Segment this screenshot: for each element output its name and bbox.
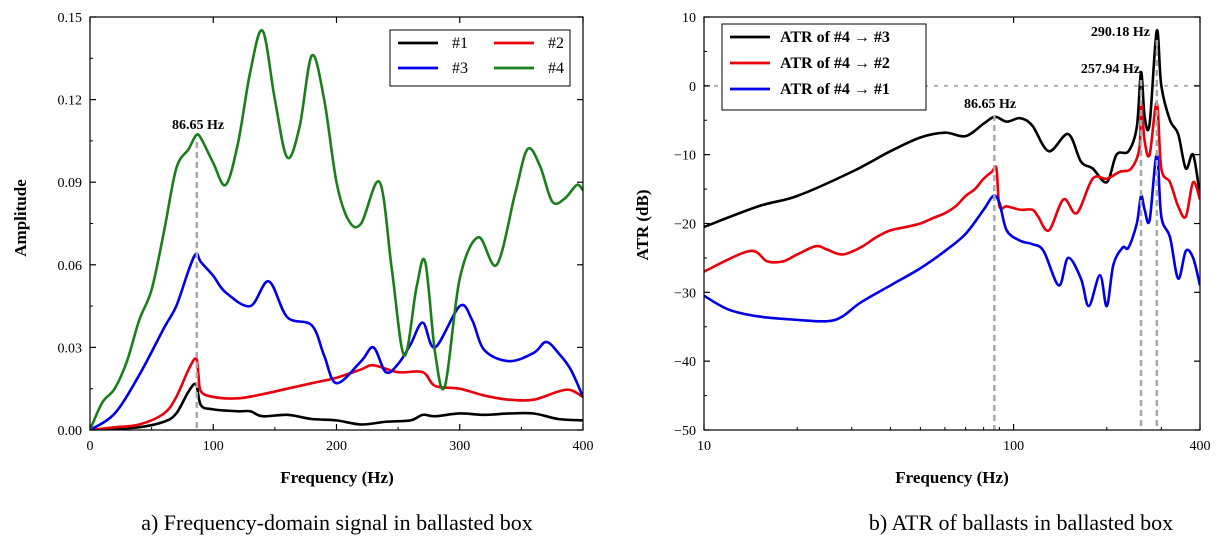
legend-label: ATR of #4 → #3 — [780, 29, 890, 46]
series-group — [90, 29, 583, 430]
series-line — [704, 101, 1200, 273]
x-tick-label: 100 — [1003, 439, 1024, 454]
x-tick-label: 10 — [697, 439, 711, 454]
plot-a-series — [90, 29, 583, 430]
series-line — [704, 153, 1200, 323]
y-tick-label: 0.09 — [58, 176, 83, 191]
series-line — [90, 357, 583, 430]
chart-a-amplitude: 86.65 Hz 0 100 200 300 400 0.00 0.03 0.06 0.09 0.… — [11, 11, 594, 535]
plot-a-axes: 0 100 200 300 400 0.00 0.03 0.06 0.09 0.12 0.15 — [58, 11, 594, 454]
annotation-label: 86.65 Hz — [172, 118, 224, 133]
x-tick-label: 400 — [573, 439, 594, 454]
x-tick-label: 400 — [1190, 439, 1211, 454]
legend-label: ATR of #4 → #1 — [780, 81, 890, 98]
y-tick-label: −50 — [674, 424, 696, 439]
y-tick-label: 0.00 — [58, 424, 83, 439]
plot-a-annotations: 86.65 Hz — [172, 118, 224, 430]
series-line — [704, 29, 1200, 229]
y-tick-label: −40 — [674, 355, 696, 370]
legend-label: #4 — [548, 60, 564, 77]
x-axis-label-b: Frequency (Hz) — [895, 468, 1008, 487]
y-tick-label: −20 — [674, 218, 696, 233]
y-tick-label: 0.12 — [58, 94, 83, 109]
series-line — [90, 29, 583, 430]
x-tick-label: 200 — [326, 439, 347, 454]
series-line — [90, 252, 583, 430]
legend-box — [389, 29, 571, 87]
y-tick-label: 0.03 — [58, 341, 83, 356]
x-tick-label: 100 — [203, 439, 224, 454]
y-axis-label-b: ATR (dB) — [633, 190, 652, 261]
y-tick-label: −10 — [674, 149, 696, 164]
legend-label: #3 — [452, 60, 468, 77]
y-tick-label: 10 — [682, 11, 696, 26]
y-tick-label: −30 — [674, 286, 696, 301]
series-line — [90, 382, 583, 430]
y-tick-label: 0.15 — [58, 11, 83, 26]
caption-a: a) Frequency-domain signal in ballasted … — [141, 510, 533, 535]
annotation-label: 290.18 Hz — [1091, 25, 1150, 40]
legend-label: #2 — [548, 35, 564, 52]
y-tick-label: 0.06 — [58, 259, 83, 274]
legend-label: #1 — [452, 35, 468, 52]
legend-b: ATR of #4 → #3 ATR of #4 → #2 ATR of #4 → … — [721, 23, 927, 111]
legend-label: ATR of #4 → #2 — [780, 55, 890, 72]
annotation-label: 257.94 Hz — [1081, 62, 1140, 77]
annotation-label: 86.65 Hz — [964, 97, 1016, 112]
caption-b: b) ATR of ballasts in ballasted box — [869, 510, 1173, 535]
plot-b-axes: 10 100 400 −50 −40 −30 −20 −10 0 10 — [674, 11, 1210, 454]
legend-a: #1 #2 #3 #4 — [389, 29, 571, 87]
x-tick-label: 300 — [449, 439, 470, 454]
y-axis-label-a: Amplitude — [11, 179, 30, 257]
x-tick-label: 0 — [87, 439, 94, 454]
y-tick-label: 0 — [689, 80, 696, 95]
x-axis-label-a: Frequency (Hz) — [280, 468, 393, 487]
